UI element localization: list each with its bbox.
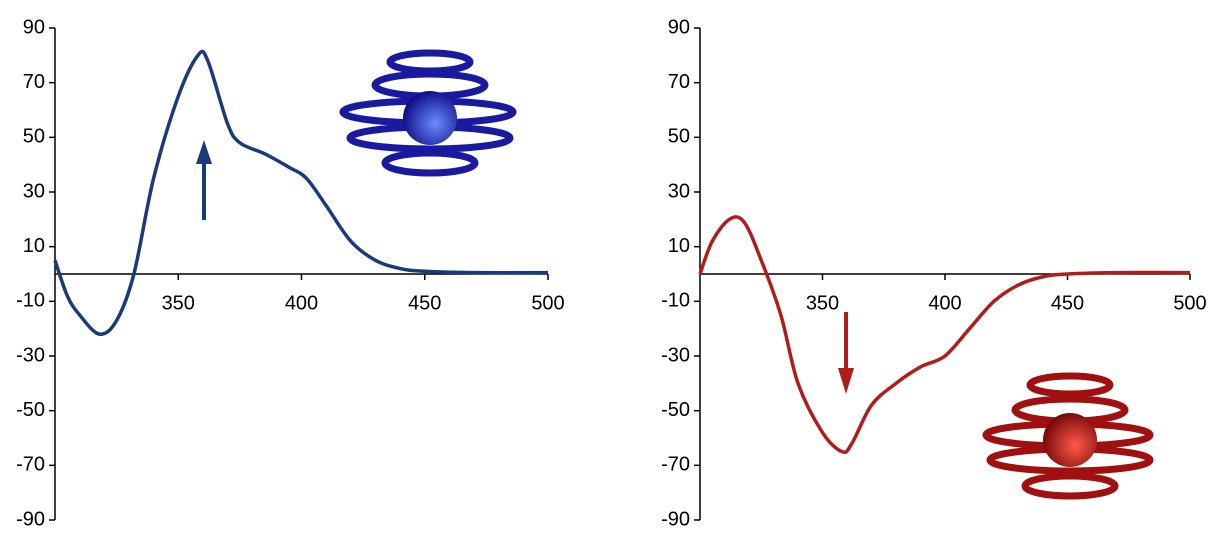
x-tick-label: 350 <box>806 292 839 314</box>
y-tick-label: 30 <box>668 180 690 202</box>
y-tick-label: -70 <box>16 454 45 476</box>
x-tick-label: 450 <box>408 292 441 314</box>
x-tick-label: 400 <box>928 292 961 314</box>
down-arrow <box>838 312 854 394</box>
y-tick-label: -50 <box>16 399 45 421</box>
y-tick-label: -70 <box>661 454 690 476</box>
y-tick-label: 90 <box>23 16 45 38</box>
blue-helix <box>339 49 517 177</box>
y-tick-label: 50 <box>23 126 45 148</box>
y-tick-label: 70 <box>668 71 690 93</box>
up-arrow <box>196 140 212 220</box>
x-tick-label: 400 <box>285 292 318 314</box>
cd-curve <box>53 49 549 336</box>
cd-curve <box>698 215 1191 454</box>
x-tick-label: 350 <box>162 292 195 314</box>
y-tick-label: 90 <box>668 16 690 38</box>
y-tick-label: -50 <box>661 399 690 421</box>
y-tick-label: 30 <box>23 180 45 202</box>
y-tick-label: 10 <box>23 235 45 257</box>
y-tick-label: -30 <box>16 344 45 366</box>
y-tick-label: -10 <box>661 290 690 312</box>
x-tick-label: 450 <box>1051 292 1084 314</box>
y-tick-label: 70 <box>23 71 45 93</box>
y-tick-label: -10 <box>16 290 45 312</box>
x-tick-label: 500 <box>1173 292 1206 314</box>
red-helix <box>982 372 1154 500</box>
y-tick-label: -90 <box>661 508 690 528</box>
y-tick-label: -30 <box>661 344 690 366</box>
y-tick-label: 50 <box>668 126 690 148</box>
y-tick-label: 10 <box>668 235 690 257</box>
y-tick-label: -90 <box>16 508 45 528</box>
x-tick-label: 500 <box>531 292 564 314</box>
